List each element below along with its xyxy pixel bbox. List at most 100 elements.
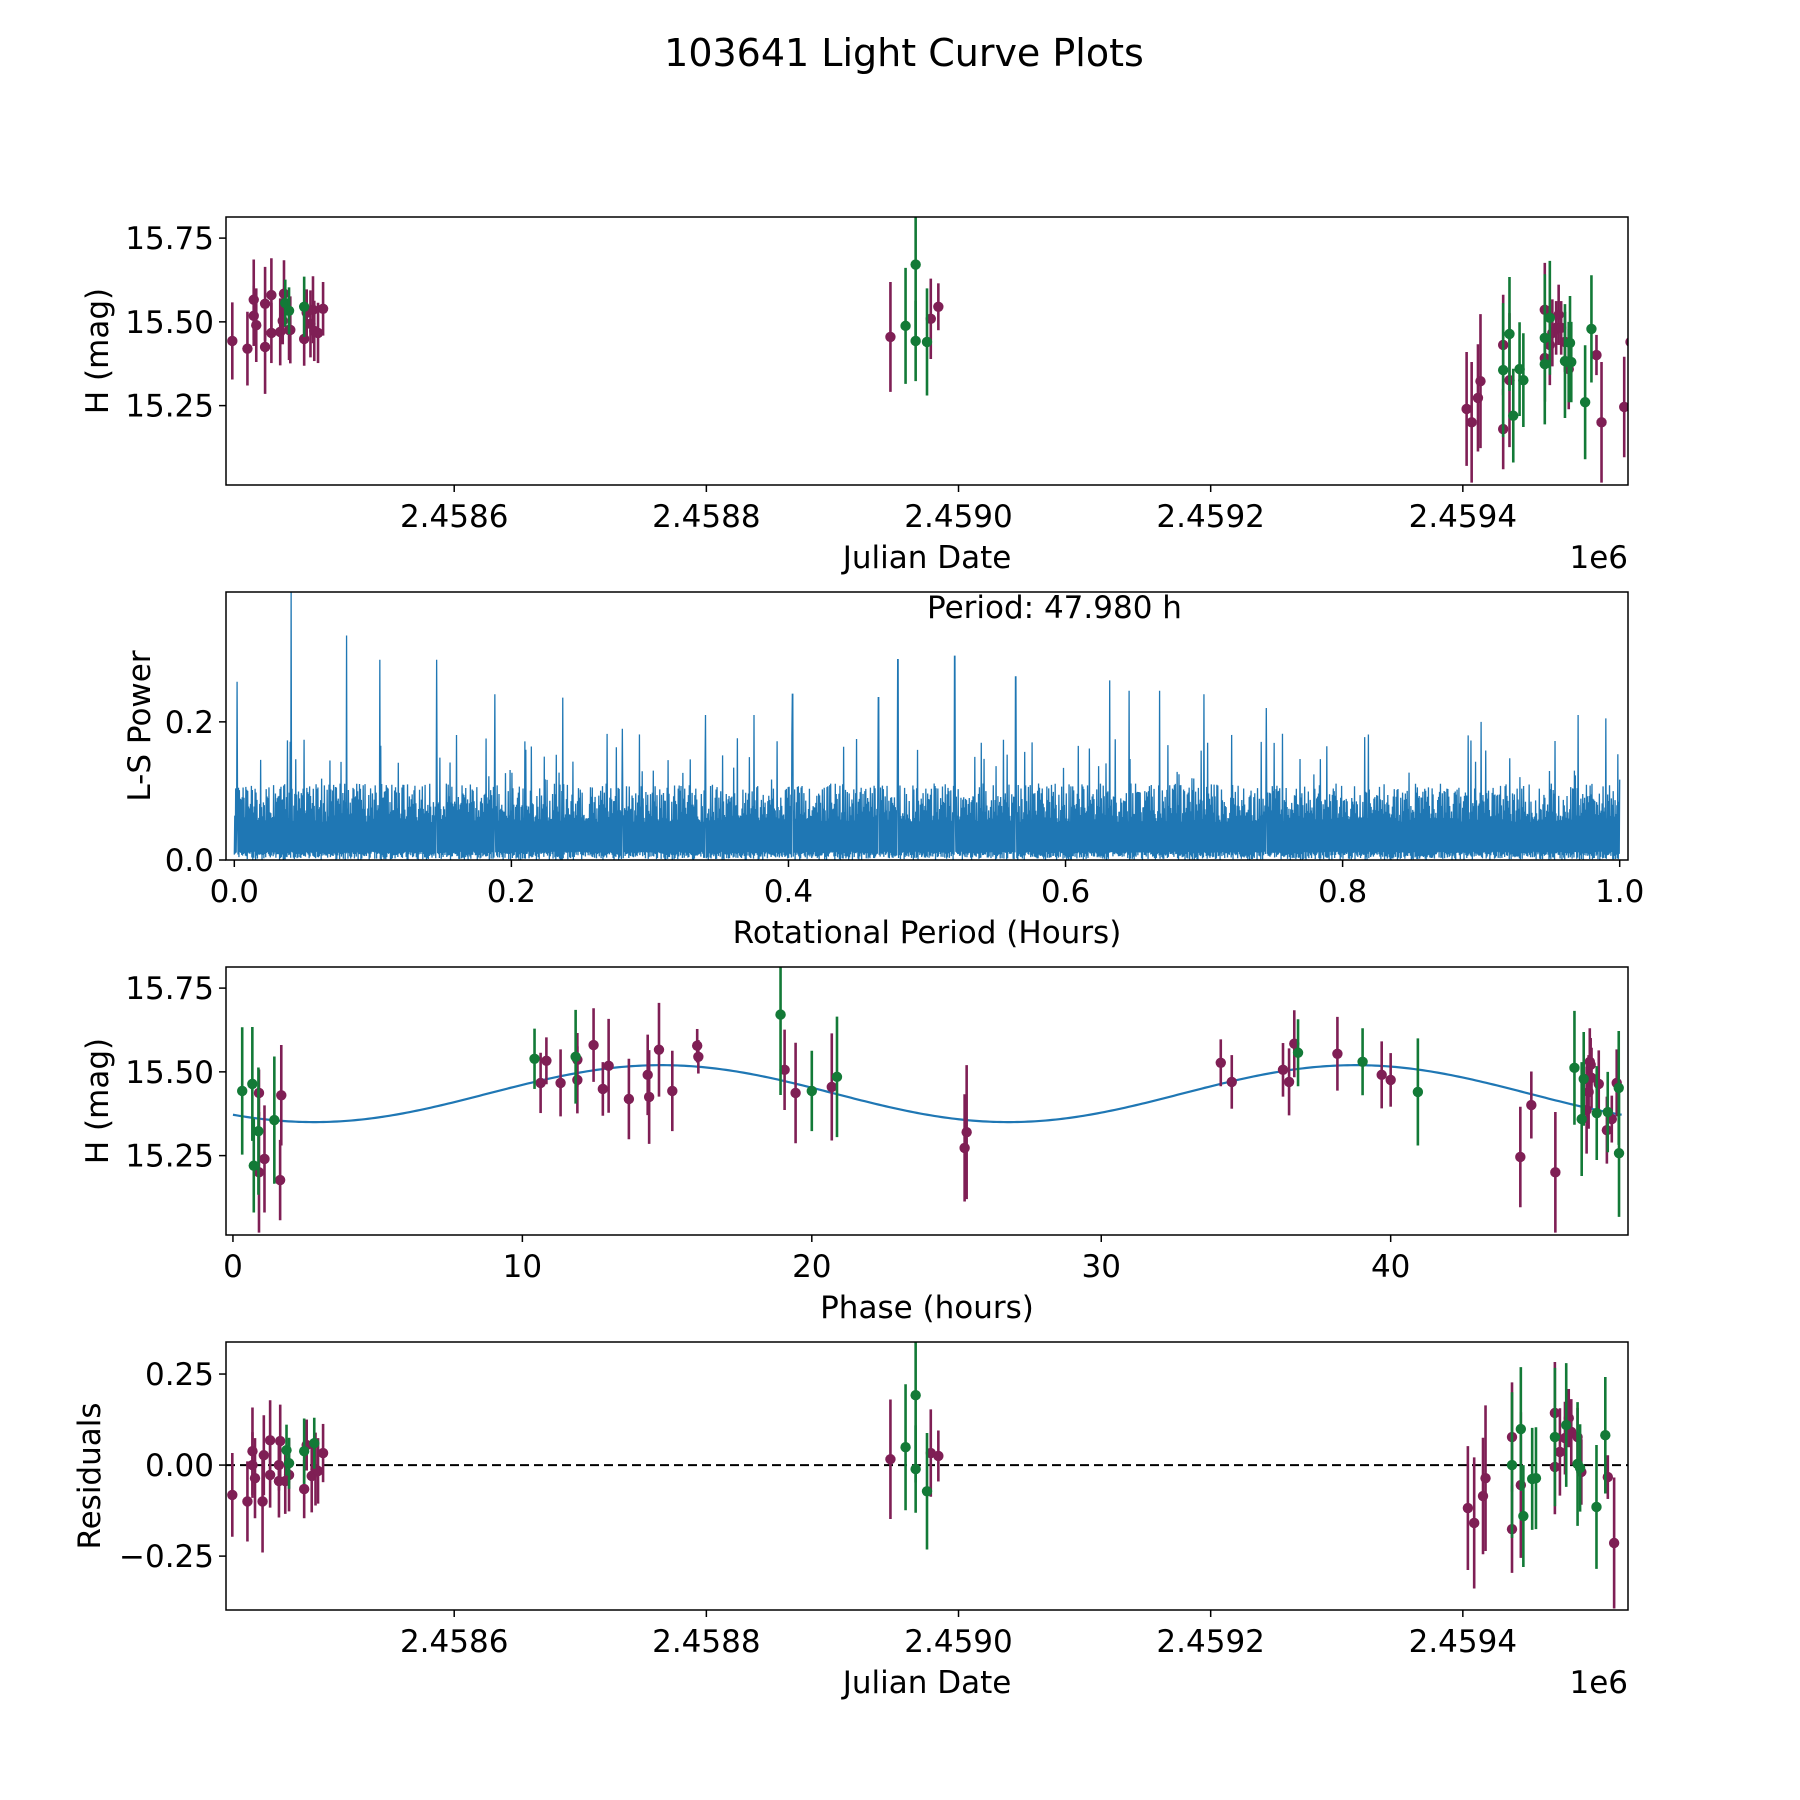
x-tick-label: 2.4592 (1156, 1624, 1264, 1660)
data-point (1504, 276, 1515, 391)
marker (312, 327, 324, 339)
data-point (248, 1118, 259, 1213)
data-point (258, 1415, 270, 1496)
marker (1625, 337, 1628, 347)
data-point (693, 1040, 704, 1074)
data-point (274, 1139, 286, 1221)
marker (572, 1074, 583, 1086)
marker (1530, 1472, 1542, 1484)
y-tick-label: 0.2 (165, 705, 214, 741)
data-point (910, 1425, 921, 1513)
plot-area (227, 217, 1628, 483)
x-tick-label: 0.0 (210, 874, 259, 910)
data-point (900, 1384, 911, 1511)
data-point (1357, 1028, 1368, 1096)
data-point (1591, 1066, 1602, 1160)
data-point (588, 1008, 599, 1082)
y-tick-label: 15.75 (125, 221, 214, 257)
marker (667, 1085, 678, 1097)
data-point (1613, 1089, 1625, 1217)
marker (910, 335, 921, 347)
x-tick-label: 2.4588 (652, 499, 760, 535)
x-tick-label: 30 (1082, 1249, 1121, 1285)
marker (961, 1126, 972, 1138)
marker (921, 1486, 933, 1497)
x-tick-label: 2.4592 (1156, 499, 1264, 535)
plot-area (226, 1342, 1650, 1609)
phased-panel: 0 10 20 30 40 15.25 15.50 15.75 Phase (hours) H (… (80, 966, 1629, 1326)
marker (1475, 375, 1486, 387)
data-point (1591, 334, 1602, 376)
data-point (1215, 1039, 1226, 1087)
marker (1583, 1086, 1594, 1098)
marker (237, 1085, 248, 1097)
marker (885, 1454, 896, 1465)
data-point (273, 1439, 285, 1491)
x-tick-label: 0.4 (764, 874, 813, 910)
marker (790, 1087, 801, 1099)
marker (1561, 1419, 1572, 1431)
data-point (283, 287, 295, 335)
marker (257, 1496, 268, 1507)
y-tick-label: 15.50 (125, 305, 214, 341)
marker (1640, 1471, 1650, 1481)
data-point (309, 1417, 320, 1469)
marker (529, 1053, 540, 1064)
x-offset-label: 1e6 (1569, 1665, 1628, 1701)
marker (309, 1438, 320, 1449)
marker (642, 1069, 653, 1081)
data-point (961, 1065, 972, 1200)
marker (1574, 1462, 1586, 1474)
series-series_b (237, 967, 1625, 1217)
marker (541, 1055, 552, 1067)
x-tick-label: 1.0 (1595, 874, 1644, 910)
data-point (1600, 1376, 1611, 1494)
data-point (1619, 356, 1628, 458)
x-tick-label: 2.4594 (1409, 1624, 1517, 1660)
x-tick-label: 2.4590 (904, 499, 1012, 535)
marker (570, 1051, 581, 1062)
marker (1608, 1537, 1620, 1549)
marker (1544, 312, 1556, 324)
marker (900, 320, 911, 332)
data-point (253, 1067, 264, 1195)
data-point (1561, 1363, 1572, 1487)
data-point (237, 1027, 248, 1155)
marker (1515, 1151, 1526, 1163)
marker (259, 298, 271, 309)
data-point (1277, 1043, 1289, 1097)
y-axis-label: L-S Power (122, 650, 158, 801)
data-point (643, 1050, 655, 1144)
x-tick-label: 0.2 (487, 874, 536, 910)
y-tick-label: 15.75 (125, 971, 214, 1007)
marker (298, 1483, 310, 1495)
marker (535, 1077, 546, 1089)
marker (1578, 1073, 1589, 1085)
marker (1376, 1069, 1387, 1081)
marker (298, 301, 310, 312)
marker (266, 327, 277, 339)
data-point (1550, 1112, 1561, 1233)
data-point (251, 288, 262, 363)
marker (910, 1463, 921, 1475)
marker (269, 1114, 280, 1126)
marker (933, 1450, 944, 1462)
data-point (1466, 362, 1477, 483)
x-axis-label: Phase (hours) (820, 1290, 1034, 1326)
x-axis-label: Julian Date (841, 540, 1012, 576)
marker (1506, 1459, 1518, 1471)
marker (249, 1472, 261, 1484)
data-point (227, 1453, 238, 1537)
data-point (317, 1423, 329, 1483)
data-point (910, 300, 921, 382)
data-point (1283, 1048, 1295, 1116)
data-point (283, 1437, 295, 1489)
marker (933, 301, 944, 312)
data-point (1579, 345, 1591, 460)
marker (1549, 1431, 1561, 1443)
marker (242, 1496, 253, 1507)
marker (1619, 401, 1628, 413)
marker (1576, 1113, 1587, 1125)
data-point (1549, 1367, 1561, 1507)
